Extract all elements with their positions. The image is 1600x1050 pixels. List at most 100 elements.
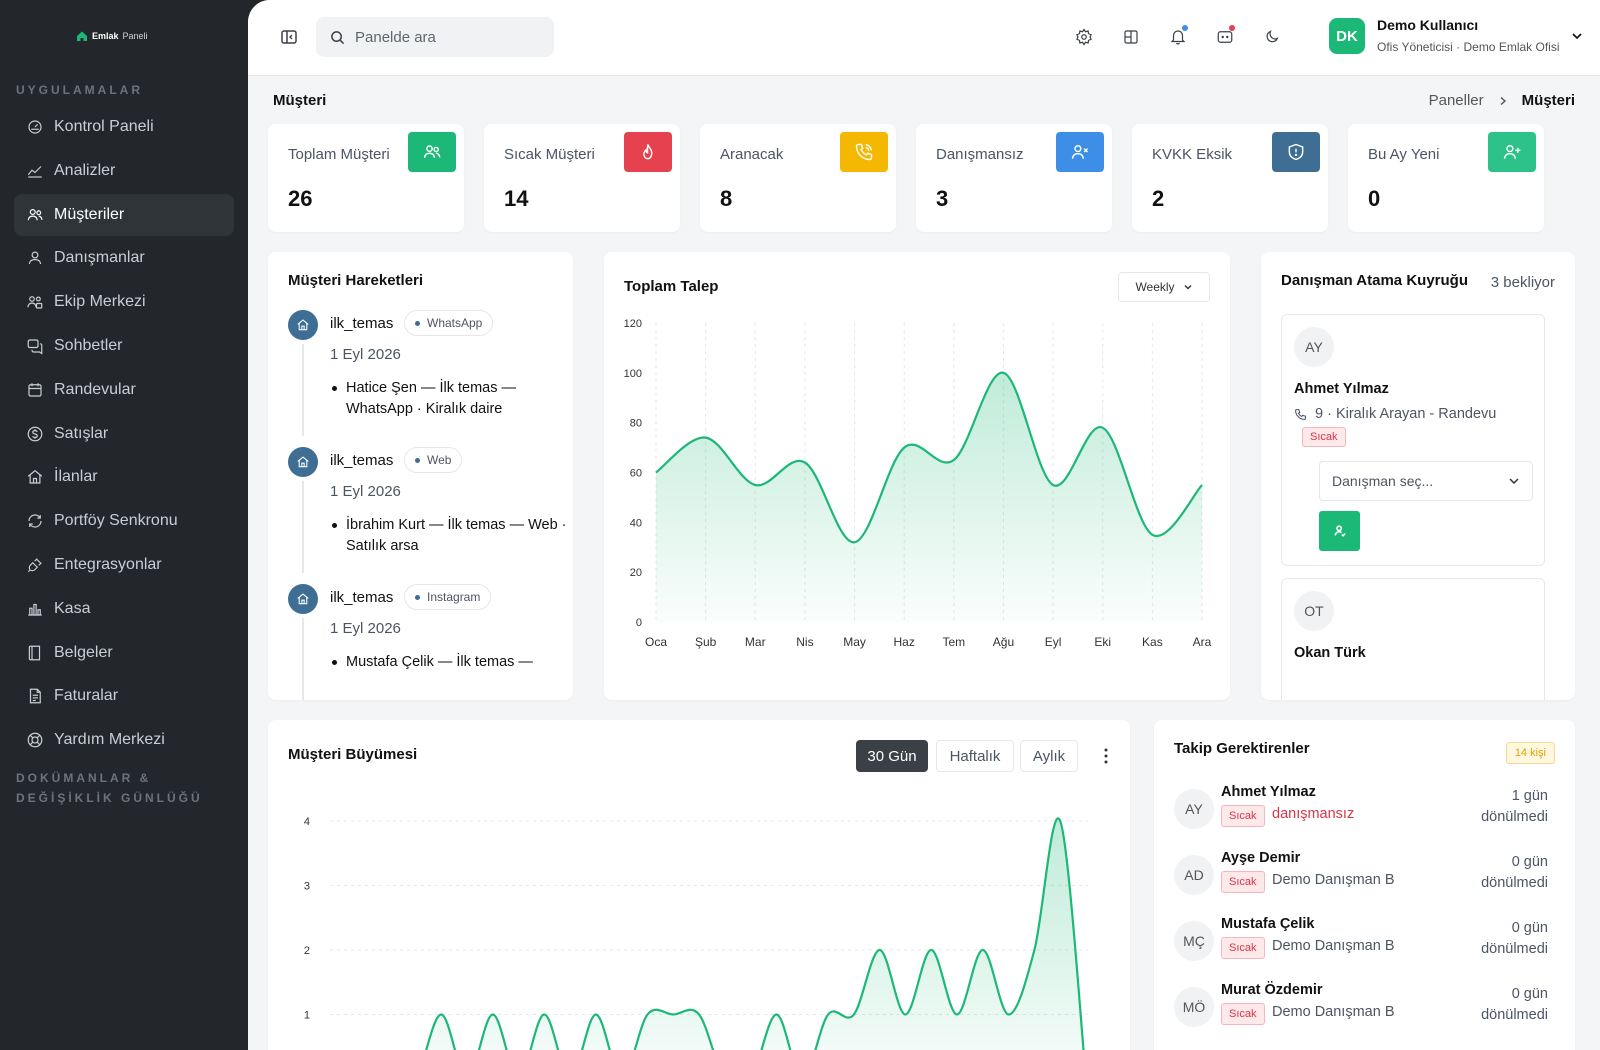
sidebar-item-yardim-merkezi[interactable]: Yardım Merkezi xyxy=(14,719,234,761)
data-point[interactable] xyxy=(1057,818,1063,824)
chevron-down-icon[interactable] xyxy=(1570,29,1584,43)
series-line[interactable] xyxy=(655,371,1203,544)
range-select[interactable]: Weekly xyxy=(1118,272,1210,302)
data-point[interactable] xyxy=(773,1012,779,1018)
list-item[interactable]: MÇ Mustafa Çelik Sıcak Demo Danışman B 0 gün… xyxy=(1174,916,1548,972)
stat-value: 14 xyxy=(504,186,529,211)
sync-icon xyxy=(28,514,42,528)
list-item[interactable]: AY Ahmet Yılmaz Sıcak danışmansız 1 gün dönül… xyxy=(1174,784,1548,840)
assign-button[interactable] xyxy=(1319,511,1360,551)
advisor-select[interactable]: Danışman seç... xyxy=(1319,461,1533,501)
sidebar-item-entegrasyonlar[interactable]: Entegrasyonlar xyxy=(14,544,234,586)
sidebar-item-kontrol-paneli[interactable]: Kontrol Paneli xyxy=(14,106,234,148)
data-point[interactable] xyxy=(825,1012,831,1018)
stat-card-sicak-musteri[interactable]: Sıcak Müşteri 14 xyxy=(484,124,680,232)
data-point[interactable] xyxy=(980,947,986,953)
data-point[interactable] xyxy=(1031,947,1037,953)
sidebar-item-belgeler[interactable]: Belgeler xyxy=(14,632,234,674)
more-options-icon[interactable] xyxy=(1104,748,1108,764)
layout-button[interactable] xyxy=(1120,26,1142,48)
brand-logo[interactable]: Emlak Paneli xyxy=(76,30,148,42)
sidebar-item-satislar[interactable]: Satışlar xyxy=(14,413,234,455)
data-point[interactable] xyxy=(877,947,883,953)
messages-button[interactable] xyxy=(1214,25,1236,48)
moon-icon xyxy=(1266,30,1279,43)
sidebar-item-portfoy-senkronu[interactable]: Portföy Senkronu xyxy=(14,500,234,542)
tab-aylik[interactable]: Aylık xyxy=(1020,740,1078,772)
data-point[interactable] xyxy=(670,1012,676,1018)
stat-value: 26 xyxy=(288,186,313,211)
followup-days: 0 gün dönülmedi xyxy=(1481,852,1548,894)
stat-label: Toplam Müşteri xyxy=(288,146,390,163)
data-point[interactable] xyxy=(490,1012,496,1018)
data-point[interactable] xyxy=(1149,532,1155,538)
sidebar-item-analizler[interactable]: Analizler xyxy=(14,150,234,192)
data-point[interactable] xyxy=(851,1012,857,1018)
data-point[interactable] xyxy=(951,457,957,463)
theme-toggle-button[interactable] xyxy=(1261,26,1283,48)
sidebar-item-danismanlar[interactable]: Danışmanlar xyxy=(14,237,234,279)
data-point[interactable] xyxy=(1006,1012,1012,1018)
search-input[interactable] xyxy=(355,28,535,46)
data-point[interactable] xyxy=(541,1012,547,1018)
tab-haftalik[interactable]: Haftalık xyxy=(936,740,1014,772)
stat-card-bu-ay-yeni[interactable]: Bu Ay Yeni 0 xyxy=(1348,124,1544,232)
stat-card-kvkk-eksik[interactable]: KVKK Eksik 2 xyxy=(1132,124,1328,232)
data-point[interactable] xyxy=(1199,482,1205,488)
notification-dot xyxy=(1182,25,1188,31)
home-icon xyxy=(297,593,309,605)
queue-item-name: Okan Türk xyxy=(1294,645,1366,661)
data-point[interactable] xyxy=(902,1012,908,1018)
data-point[interactable] xyxy=(928,947,934,953)
data-point[interactable] xyxy=(1000,370,1006,376)
data-point[interactable] xyxy=(901,445,907,451)
y-tick-label: 20 xyxy=(630,567,642,579)
sidebar-toggle-button[interactable] xyxy=(278,26,300,48)
avatar: OT xyxy=(1294,591,1334,631)
followup-name: Ayşe Demir xyxy=(1221,850,1301,866)
stat-card-toplam-musteri[interactable]: Toplam Müşteri 26 xyxy=(268,124,464,232)
shield-icon xyxy=(1288,143,1304,161)
section-apps-title: UYGULAMALAR xyxy=(16,83,143,97)
stat-card-danismansiz[interactable]: Danışmansız 3 xyxy=(916,124,1112,232)
data-point[interactable] xyxy=(752,482,758,488)
followup-days: 0 gün dönülmedi xyxy=(1481,984,1548,1026)
data-point[interactable] xyxy=(438,1012,444,1018)
data-point[interactable] xyxy=(653,470,659,476)
sidebar-item-faturalar[interactable]: Faturalar xyxy=(14,675,234,717)
data-point[interactable] xyxy=(802,460,808,466)
data-point[interactable] xyxy=(696,1012,702,1018)
sidebar-item-ekip-merkezi[interactable]: Ekip Merkezi xyxy=(14,281,234,323)
data-point[interactable] xyxy=(1050,482,1056,488)
user-name[interactable]: Demo Kullanıcı xyxy=(1377,17,1479,33)
list-item[interactable]: MÖ Murat Özdemir Sıcak Demo Danışman B 0 gün… xyxy=(1174,982,1548,1038)
notifications-button[interactable] xyxy=(1167,25,1189,48)
team-icon xyxy=(27,296,43,309)
data-point[interactable] xyxy=(703,435,709,441)
x-tick-label: Kas xyxy=(1142,635,1163,649)
data-point[interactable] xyxy=(593,1012,599,1018)
series-line[interactable] xyxy=(338,817,1086,1050)
sidebar-item-randevular[interactable]: Randevular xyxy=(14,369,234,411)
section-docs-title[interactable]: DOKÜMANLAR & DEĞİŞİKLİK GÜNLÜĞÜ xyxy=(16,768,203,808)
sidebar-item-musteriler[interactable]: Müşteriler xyxy=(14,193,234,236)
data-point[interactable] xyxy=(852,539,858,545)
stat-value: 2 xyxy=(1152,186,1165,211)
data-point[interactable] xyxy=(645,1012,651,1018)
breadcrumb-root[interactable]: Paneller xyxy=(1428,92,1484,109)
sidebar-item-ilanlar[interactable]: İlanlar xyxy=(14,456,234,498)
sidebar-item-kasa[interactable]: Kasa xyxy=(14,588,234,630)
settings-button[interactable] xyxy=(1073,26,1095,48)
y-tick-label: 100 xyxy=(624,368,642,380)
message-dot xyxy=(1229,25,1235,31)
user-avatar[interactable]: DK xyxy=(1329,18,1365,54)
sidebar-item-sohbetler[interactable]: Sohbetler xyxy=(14,325,234,367)
tab-30-gun[interactable]: 30 Gün xyxy=(856,740,928,772)
breadcrumb-current: Müşteri xyxy=(1521,92,1575,109)
x-tick-label: Şub xyxy=(695,635,717,649)
list-item[interactable]: AD Ayşe Demir Sıcak Demo Danışman B 0 gün dön… xyxy=(1174,850,1548,906)
data-point[interactable] xyxy=(954,1012,960,1018)
search-box[interactable] xyxy=(316,17,554,57)
data-point[interactable] xyxy=(1100,425,1106,431)
stat-card-aranacak[interactable]: Aranacak 8 xyxy=(700,124,896,232)
